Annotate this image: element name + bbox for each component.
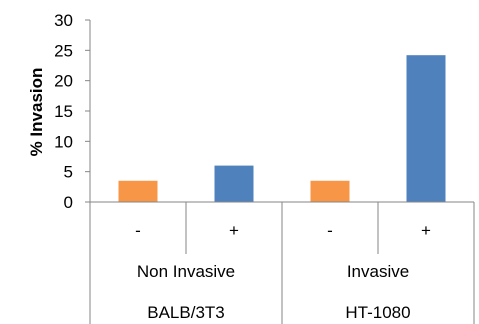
y-axis-label: % Invasion — [27, 68, 46, 157]
x-category-label: - — [135, 221, 141, 240]
x-group-sublabel: BALB/3T3 — [147, 303, 225, 322]
bar — [406, 55, 446, 202]
x-axis: - + - + Non Invasive BALB/3T3 Invasive HT-1080 — [89, 201, 475, 324]
x-category-label: + — [421, 221, 431, 240]
x-group-label: Non Invasive — [137, 262, 235, 281]
y-tick-label: 30 — [54, 11, 73, 30]
bars — [118, 55, 446, 202]
x-category-label: - — [327, 221, 333, 240]
y-axis: 0 5 10 15 20 25 30 — [54, 11, 91, 212]
y-tick-label: 0 — [64, 193, 73, 212]
y-tick-label: 15 — [54, 102, 73, 121]
x-group-sublabel: HT-1080 — [345, 303, 410, 322]
x-group-label: Invasive — [347, 262, 409, 281]
y-tick-label: 10 — [54, 132, 73, 151]
y-tick-label: 5 — [64, 163, 73, 182]
x-category-label: + — [229, 221, 239, 240]
y-tick-label: 25 — [54, 41, 73, 60]
bar — [214, 165, 254, 202]
bar — [118, 180, 158, 202]
bar — [310, 180, 350, 202]
y-tick-label: 20 — [54, 72, 73, 91]
